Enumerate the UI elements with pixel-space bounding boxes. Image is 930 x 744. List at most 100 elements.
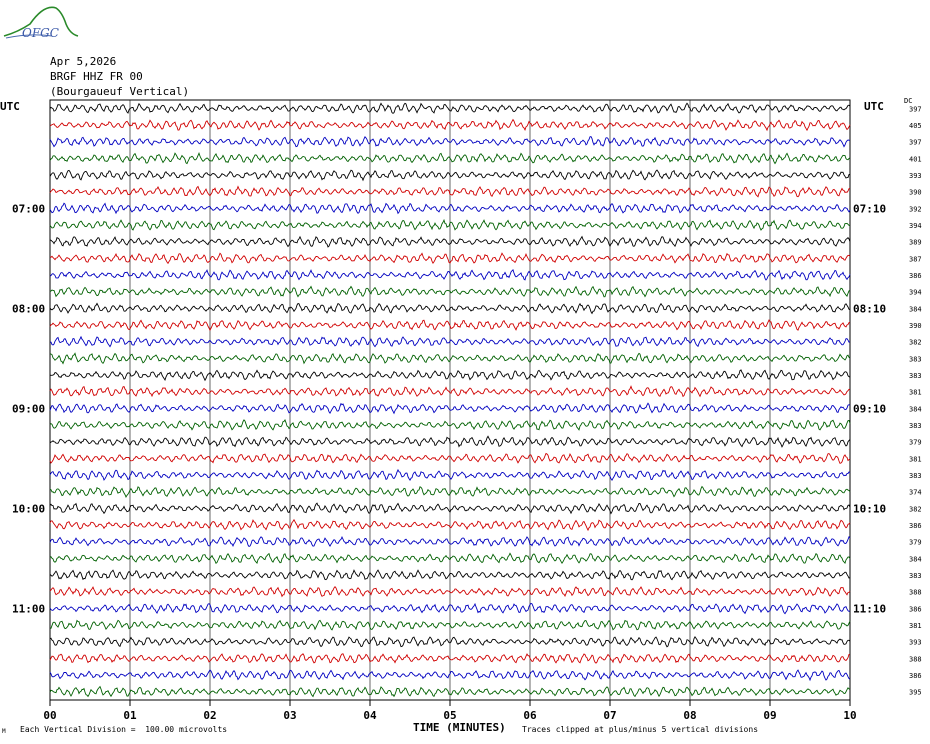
dc-offset-label: 395: [909, 689, 922, 697]
trace-19: [49, 402, 851, 415]
hour-label-left: 10:00: [12, 502, 45, 515]
mountain-logo-icon: [3, 6, 79, 39]
dc-offset-label: 394: [909, 289, 922, 297]
trace-5: [49, 169, 851, 182]
x-tick-label: 08: [683, 709, 696, 722]
trace-32: [49, 619, 851, 631]
trace-8: [49, 218, 851, 231]
x-tick-label: 10: [843, 709, 856, 722]
trace-13: [49, 302, 851, 315]
trace-35: [49, 669, 851, 682]
hour-label-right: 08:10: [853, 302, 886, 315]
dc-offset-label: 381: [909, 389, 922, 397]
dc-offset-label: 386: [909, 672, 922, 680]
clip-note: Traces clipped at plus/minus 5 vertical …: [522, 725, 759, 734]
dc-offset-label: 389: [909, 239, 922, 247]
logo-text: OFGC: [22, 26, 59, 40]
trace-24: [49, 485, 851, 498]
location-label: (Bourgaueuf Vertical): [50, 85, 190, 98]
dc-offset-label: 401: [909, 155, 922, 163]
trace-10: [49, 252, 851, 265]
x-tick-label: 02: [203, 709, 216, 722]
x-tick-label: 09: [763, 709, 776, 722]
dc-offset-label: 390: [909, 189, 922, 197]
dc-offset-label: 374: [909, 489, 922, 497]
trace-23: [49, 468, 851, 481]
hour-label-left: 11:00: [12, 602, 45, 615]
x-tick-label: 03: [283, 709, 296, 722]
trace-6: [49, 185, 851, 198]
trace-31: [49, 602, 851, 615]
dc-offset-label: 392: [909, 205, 922, 213]
x-tick-label: 04: [363, 709, 377, 722]
dc-offset-label: 405: [909, 122, 922, 130]
hour-label-right: 11:10: [853, 602, 886, 615]
x-tick-label: 00: [43, 709, 56, 722]
trace-3: [49, 135, 851, 148]
hour-label-right: 07:10: [853, 202, 886, 215]
trace-36: [49, 685, 851, 698]
hour-label-left: 09:00: [12, 402, 45, 415]
dc-offset-label: 384: [909, 405, 922, 413]
dc-offset-label: 384: [909, 555, 922, 563]
dc-offset-label: 397: [909, 139, 922, 147]
dc-label: DC: [904, 97, 913, 105]
dc-offset-label: 387: [909, 255, 922, 263]
dc-offset-label: 393: [909, 639, 922, 647]
trace-4: [49, 151, 851, 165]
dc-offset-label: 384: [909, 305, 922, 313]
dc-offset-label: 382: [909, 339, 922, 347]
dc-offset-label: 383: [909, 355, 922, 363]
trace-11: [49, 268, 851, 281]
trace-33: [49, 636, 851, 648]
dc-offset-label: 386: [909, 522, 922, 530]
dc-offset-label: 379: [909, 539, 922, 547]
dc-offset-label: 388: [909, 589, 922, 597]
dc-offset-label: 394: [909, 222, 922, 230]
dc-offset-label: 388: [909, 655, 922, 663]
trace-16: [49, 352, 851, 365]
trace-22: [49, 452, 851, 464]
x-axis-title: TIME (MINUTES): [413, 721, 506, 734]
dc-offset-label: 383: [909, 372, 922, 380]
trace-20: [49, 418, 851, 431]
trace-21: [49, 435, 851, 448]
trace-29: [49, 569, 851, 581]
dc-offset-label: 390: [909, 322, 922, 330]
trace-15: [49, 335, 851, 348]
trace-2: [49, 118, 851, 132]
trace-1: [49, 102, 851, 114]
hour-label-left: 07:00: [12, 202, 45, 215]
trace-7: [49, 202, 851, 215]
dc-offset-label: 381: [909, 455, 922, 463]
trace-28: [49, 552, 851, 565]
x-tick-label: 06: [523, 709, 537, 722]
dc-offset-label: 379: [909, 439, 922, 447]
dc-offset-label: 393: [909, 172, 922, 180]
utc-right-label: UTC: [864, 100, 884, 113]
dc-offset-label: 386: [909, 272, 922, 280]
dc-offset-label: 383: [909, 472, 922, 480]
x-tick-label: 01: [123, 709, 137, 722]
trace-14: [49, 319, 851, 332]
trace-30: [49, 585, 851, 598]
dc-offset-label: 386: [909, 605, 922, 613]
dc-offset-label: 397: [909, 105, 922, 113]
scale-note: Each Vertical Division = 100.00 microvol…: [20, 725, 228, 734]
trace-9: [49, 235, 851, 248]
utc-left-label: UTC: [0, 100, 20, 113]
hour-label-left: 08:00: [12, 302, 45, 315]
trace-34: [49, 653, 851, 664]
corner-mark: M: [2, 728, 6, 735]
trace-17: [49, 369, 851, 382]
date-label: Apr 5,2026: [50, 55, 117, 68]
trace-12: [49, 285, 851, 298]
hour-label-right: 09:10: [853, 402, 886, 415]
trace-26: [49, 518, 851, 532]
dc-offset-label: 382: [909, 505, 922, 513]
dc-offset-label: 383: [909, 422, 922, 430]
trace-27: [49, 535, 851, 548]
trace-18: [49, 385, 851, 398]
dc-offset-label: 381: [909, 622, 922, 630]
